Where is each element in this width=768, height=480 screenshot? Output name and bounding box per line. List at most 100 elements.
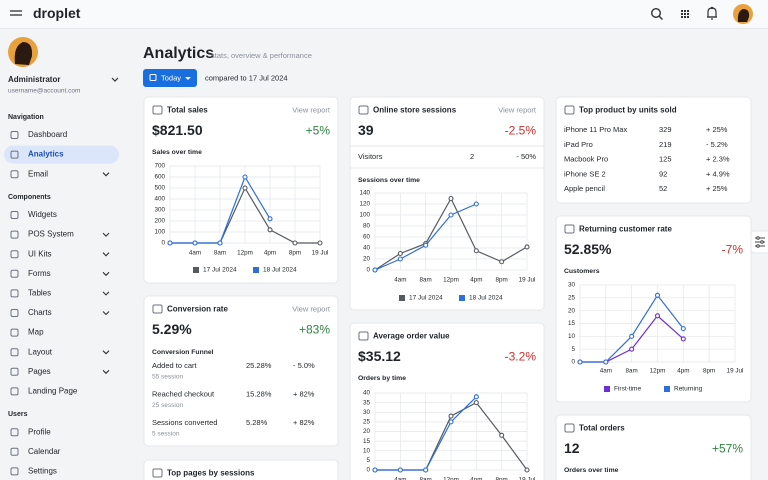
apps-icon[interactable] (681, 10, 689, 18)
row-label: Visitors (358, 152, 383, 161)
card-change: +57% (712, 442, 743, 456)
x-tick-label: 19 Jul (519, 277, 536, 284)
data-point (397, 256, 403, 262)
view-report[interactable]: View report (498, 105, 537, 114)
chart-title: Sessions over time (358, 177, 420, 184)
nav-icon (10, 348, 19, 357)
product-change: + 25% (706, 125, 728, 134)
legend-swatch (664, 386, 670, 392)
legend-swatch (253, 267, 259, 273)
x-tick-label: 4am (394, 477, 406, 480)
card (555, 215, 752, 403)
chevron[interactable] (102, 271, 110, 277)
data-point (448, 212, 454, 218)
chevron[interactable] (102, 311, 110, 316)
menu-button[interactable] (10, 10, 22, 16)
view-report[interactable]: View report (292, 304, 331, 313)
nav-item[interactable]: Calendar (28, 447, 61, 456)
legend-label: First-time (614, 386, 641, 393)
data-point (577, 359, 583, 365)
data-point (423, 467, 429, 473)
nav-item[interactable]: Landing Page (28, 387, 78, 396)
legend-label: 18 Jul 2024 (263, 267, 297, 274)
card (143, 96, 339, 284)
today-button[interactable] (143, 69, 197, 87)
chevron[interactable] (102, 232, 110, 237)
x-tick-label: 12pm (443, 277, 459, 284)
chevron[interactable] (102, 369, 110, 375)
y-tick-label: 80 (363, 223, 371, 230)
nav-item[interactable]: Settings (28, 467, 57, 476)
nav-item[interactable]: Pages (28, 367, 51, 376)
y-tick-label: 200 (154, 218, 165, 225)
nav-item[interactable]: POS System (28, 230, 74, 239)
nav-item[interactable]: Dashboard (28, 130, 67, 139)
nav-item[interactable]: Forms (28, 269, 51, 278)
funnel-sub: 55 session (152, 374, 183, 381)
product-units: 125 (659, 155, 672, 164)
chevron[interactable] (102, 252, 110, 257)
nav-item[interactable]: Analytics (28, 150, 64, 159)
nav-item[interactable]: Widgets (28, 210, 57, 219)
settings-tab[interactable] (750, 230, 768, 254)
data-point (317, 240, 323, 246)
product-change: - 5.2% (706, 140, 728, 149)
card-title: Total orders (579, 424, 625, 433)
data-point (292, 240, 298, 246)
chevron[interactable] (102, 350, 110, 355)
data-point (473, 201, 479, 207)
compare-text: compared to 17 Jul 2024 (205, 73, 288, 82)
nav-item[interactable]: Profile (28, 427, 51, 436)
x-tick-label: 8pm (703, 368, 715, 375)
legend-swatch (459, 295, 465, 301)
card (555, 414, 752, 480)
y-tick-label: 600 (154, 174, 165, 181)
y-tick-label: 35 (363, 399, 371, 406)
card-change: +5% (306, 124, 331, 138)
card-change: -7% (722, 243, 744, 257)
legend-swatch (604, 386, 610, 392)
nav-section-title: Navigation (8, 114, 44, 121)
legend-label: 17 Jul 2024 (203, 267, 237, 274)
card-icon (152, 468, 163, 478)
x-tick-label: 8am (214, 250, 226, 257)
card-change: -2.5% (505, 124, 537, 138)
view-report[interactable]: View report (292, 105, 331, 114)
funnel-label: Added to cart (152, 361, 198, 370)
card-title: Average order value (373, 332, 450, 341)
y-tick-label: 30 (363, 409, 371, 416)
search-icon[interactable] (651, 7, 663, 20)
data-point (473, 394, 479, 400)
card-title: Top product by units sold (579, 106, 677, 115)
nav-item[interactable]: Tables (28, 289, 51, 298)
data-point (499, 259, 505, 265)
funnel-rate: 5.28% (246, 418, 268, 427)
nav-icon (10, 230, 19, 239)
user-chevron[interactable] (111, 77, 119, 82)
legend-label: 18 Jul 2024 (469, 295, 503, 302)
chevron[interactable] (102, 172, 110, 177)
nav-item[interactable]: Map (28, 328, 44, 337)
x-tick-label: 4am (600, 368, 612, 375)
funnel-sub: 5 session (152, 431, 180, 438)
data-point (267, 227, 273, 233)
nav-item[interactable]: Layout (28, 347, 53, 356)
data-point (448, 413, 454, 419)
nav-icon (10, 447, 19, 456)
card-icon (564, 423, 575, 433)
y-tick-label: 25 (363, 419, 371, 426)
card-icon (152, 304, 163, 314)
data-point (499, 432, 505, 438)
nav-item[interactable]: Email (28, 169, 48, 178)
today-label[interactable]: Today (161, 73, 181, 82)
x-tick-label: 8am (420, 277, 432, 284)
nav-icon (10, 387, 19, 396)
data-point (423, 242, 429, 248)
nav-item[interactable]: UI Kits (28, 249, 52, 258)
chevron[interactable] (102, 291, 110, 296)
data-point (167, 240, 173, 246)
nav-icon (10, 428, 19, 437)
nav-item[interactable]: Charts (28, 308, 52, 317)
avatar-small[interactable] (733, 4, 753, 24)
card-title: Online store sessions (373, 106, 457, 115)
